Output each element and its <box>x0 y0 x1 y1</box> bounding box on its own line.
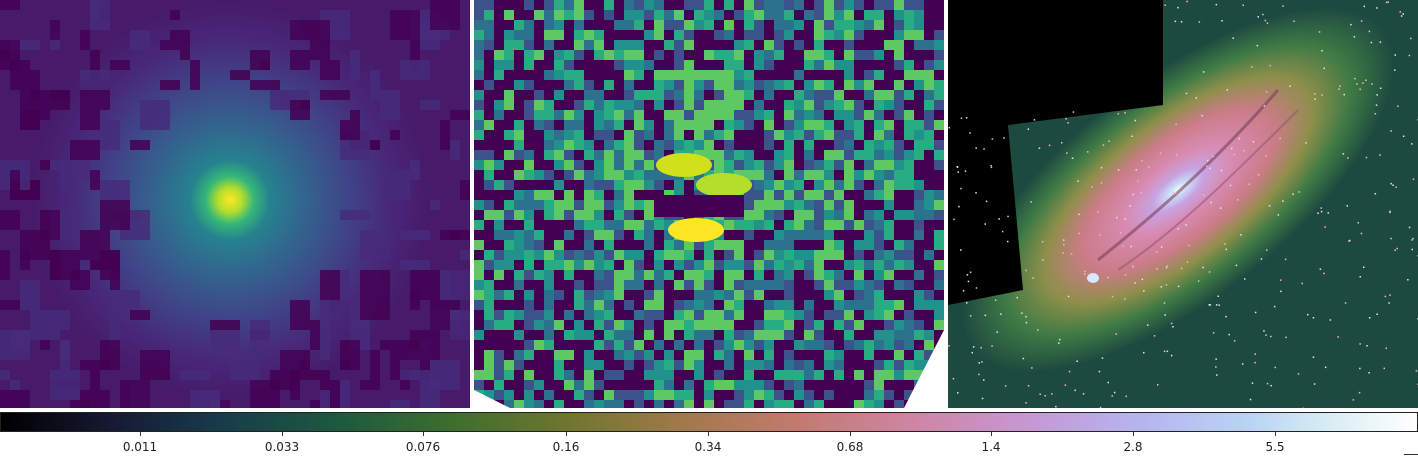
colorbar-tick-mark <box>423 432 424 436</box>
colorbar-tick-label: 0.076 <box>405 440 441 454</box>
colorbar-tick-mark <box>1133 432 1134 436</box>
residual-peak <box>668 218 724 242</box>
colorbar-tick-mark <box>140 432 141 436</box>
colorbar-tick-mark <box>1275 432 1276 436</box>
colorbar-end-tick <box>1404 454 1418 455</box>
colorbar-tick-mark <box>850 432 851 436</box>
colorbar-tick-mark <box>282 432 283 436</box>
colorbar-tick-mark <box>708 432 709 436</box>
noise-pixels <box>0 0 470 408</box>
colorbar-tick-label: 0.033 <box>264 440 300 454</box>
colorbar-tick-label: 5.5 <box>1265 440 1285 454</box>
colorbar-tick-label: 0.34 <box>694 440 722 454</box>
colorbar-tick-label: 2.8 <box>1123 440 1143 454</box>
galaxy-panel <box>948 0 1418 408</box>
colorbar-tick-label: 1.4 <box>981 440 1001 454</box>
residual-peak <box>696 173 752 197</box>
residual-peak <box>656 153 712 177</box>
colorbar-tick-mark <box>566 432 567 436</box>
colorbar <box>0 412 1418 432</box>
colorbar-tick-label: 0.68 <box>836 440 864 454</box>
colorbar-tick-label: 0.16 <box>552 440 580 454</box>
residual-panel <box>474 0 944 408</box>
colorbar-tick-mark <box>991 432 992 436</box>
colorbar-tick-label: 0.011 <box>122 440 158 454</box>
psf-source-panel <box>0 0 470 408</box>
